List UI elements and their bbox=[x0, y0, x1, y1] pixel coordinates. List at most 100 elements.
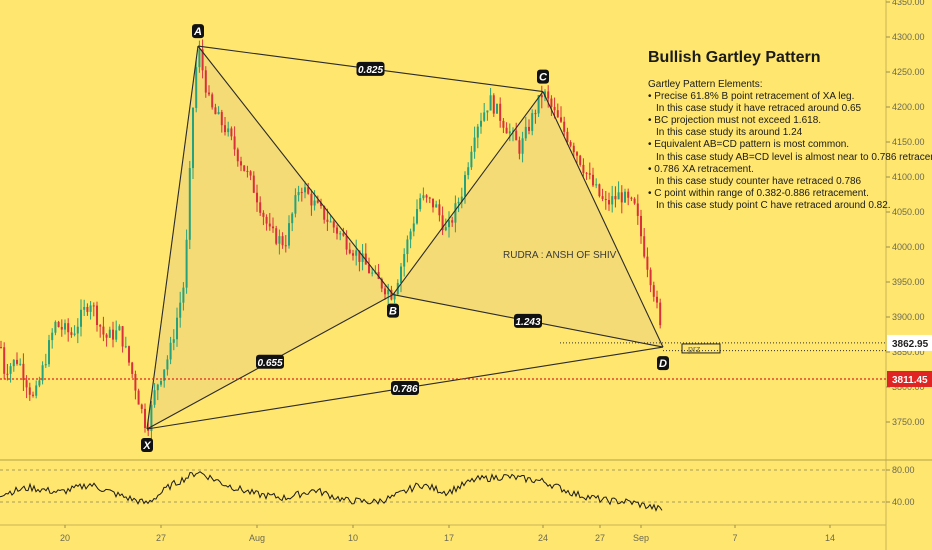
candle-body bbox=[550, 98, 553, 107]
candle-body bbox=[624, 191, 626, 203]
ratio-label-text: 0.825 bbox=[358, 65, 383, 76]
candle-body bbox=[652, 285, 655, 297]
candle-body bbox=[92, 305, 95, 307]
candle-body bbox=[348, 249, 351, 254]
candle-body bbox=[553, 106, 556, 111]
candle-body bbox=[192, 107, 194, 169]
ratio-label-box bbox=[256, 354, 284, 369]
price-tag-box bbox=[887, 334, 932, 351]
candle-body bbox=[489, 95, 492, 111]
candle-body bbox=[236, 149, 239, 162]
candle-body bbox=[150, 404, 153, 431]
point-label-c: C bbox=[537, 69, 549, 84]
candle-body bbox=[633, 198, 636, 204]
point-label-text: D bbox=[659, 358, 667, 370]
candle-body bbox=[256, 192, 258, 203]
notes-title: Bullish Gartley Pattern bbox=[648, 49, 821, 66]
point-label-box bbox=[537, 69, 549, 84]
notes-line: In this case study AB=CD level is almost… bbox=[656, 151, 932, 163]
candle-body bbox=[304, 187, 306, 193]
candle-body bbox=[28, 387, 31, 395]
candle-body bbox=[220, 111, 223, 126]
candle-body bbox=[470, 151, 473, 168]
candle-body bbox=[275, 228, 278, 244]
x-tick-label: 7 bbox=[732, 533, 737, 543]
candle-body bbox=[169, 342, 172, 360]
candle-body bbox=[297, 192, 300, 196]
candle-body bbox=[617, 192, 620, 200]
candle-body bbox=[608, 199, 610, 205]
prz-box bbox=[681, 343, 721, 354]
candle-body bbox=[211, 94, 214, 108]
y-tick-label: 3750.00 bbox=[892, 417, 925, 427]
candle-body bbox=[115, 330, 118, 340]
notes-lines: • Precise 61.8% B point retracement of X… bbox=[648, 91, 932, 212]
candle-body bbox=[86, 306, 89, 312]
candle-body bbox=[556, 110, 559, 118]
candle-body bbox=[332, 221, 335, 228]
candle-body bbox=[505, 127, 508, 134]
candle-body bbox=[291, 213, 294, 224]
notes-line: • C point within range of 0.382-0.886 re… bbox=[648, 187, 869, 199]
candle-body bbox=[153, 390, 156, 405]
notes-line: In this case study it have retraced arou… bbox=[656, 103, 862, 115]
candle-body bbox=[643, 236, 646, 257]
candle-body bbox=[598, 184, 601, 197]
ratio-label-a-c: 0.825 bbox=[356, 61, 385, 76]
candle-body bbox=[486, 110, 489, 113]
candle-body bbox=[262, 212, 265, 217]
pattern-triangle-xab bbox=[147, 46, 393, 429]
candle-body bbox=[409, 231, 412, 240]
notes-line: In this case study point C have retraced… bbox=[656, 199, 891, 211]
candle-body bbox=[217, 111, 220, 115]
candle-body bbox=[320, 202, 322, 207]
candle-body bbox=[307, 187, 310, 194]
y-tick-label: 3950.00 bbox=[892, 277, 925, 287]
candle-body bbox=[544, 91, 546, 98]
point-label-box bbox=[141, 438, 153, 452]
candle-body bbox=[355, 250, 358, 256]
candle-body bbox=[352, 253, 354, 256]
candle-body bbox=[515, 130, 518, 141]
candle-body bbox=[201, 49, 204, 71]
candle-body bbox=[416, 209, 418, 224]
candle-body bbox=[284, 245, 287, 247]
ratio-label-text: 0.655 bbox=[257, 358, 282, 369]
watermark-text: RUDRA : ANSH OF SHIV bbox=[503, 250, 617, 261]
candle-body bbox=[99, 325, 102, 327]
candle-body bbox=[364, 253, 367, 265]
candle-body bbox=[6, 373, 9, 375]
candle-body bbox=[419, 198, 422, 210]
candle-body bbox=[179, 302, 182, 318]
candle-body bbox=[601, 196, 604, 199]
price-tag-1: 3811.45 bbox=[887, 370, 932, 387]
x-tick-label: 17 bbox=[444, 533, 454, 543]
prz-zone: prz bbox=[681, 343, 721, 354]
candle-body bbox=[240, 161, 242, 166]
candle-body bbox=[172, 339, 175, 343]
candle-body bbox=[496, 103, 498, 114]
candle-body bbox=[118, 326, 121, 331]
notes-line: • BC projection must not exceed 1.618. bbox=[648, 115, 822, 127]
candle-body bbox=[336, 227, 338, 234]
candle-body bbox=[540, 95, 543, 98]
candle-body bbox=[105, 334, 108, 338]
candle-body bbox=[371, 272, 374, 274]
candle-body bbox=[390, 289, 393, 300]
x-tick-label: 27 bbox=[595, 533, 605, 543]
pattern-triangle-bcd bbox=[393, 91, 663, 348]
point-label-text: C bbox=[539, 72, 548, 84]
y-tick-label: 3900.00 bbox=[892, 312, 925, 322]
candle-body bbox=[592, 174, 594, 186]
candle-body bbox=[444, 227, 447, 231]
y-tick-label: 4150.00 bbox=[892, 137, 925, 147]
candle-body bbox=[313, 200, 316, 206]
candle-body bbox=[588, 173, 591, 175]
candle-body bbox=[9, 366, 12, 374]
candle-body bbox=[60, 326, 63, 330]
notes-line: In this case study its around 1.24 bbox=[656, 127, 803, 139]
point-label-b: B bbox=[387, 303, 399, 318]
candle-body bbox=[323, 206, 326, 220]
notes-heading: Gartley Pattern Elements: bbox=[648, 79, 763, 90]
candle-body bbox=[512, 130, 514, 132]
